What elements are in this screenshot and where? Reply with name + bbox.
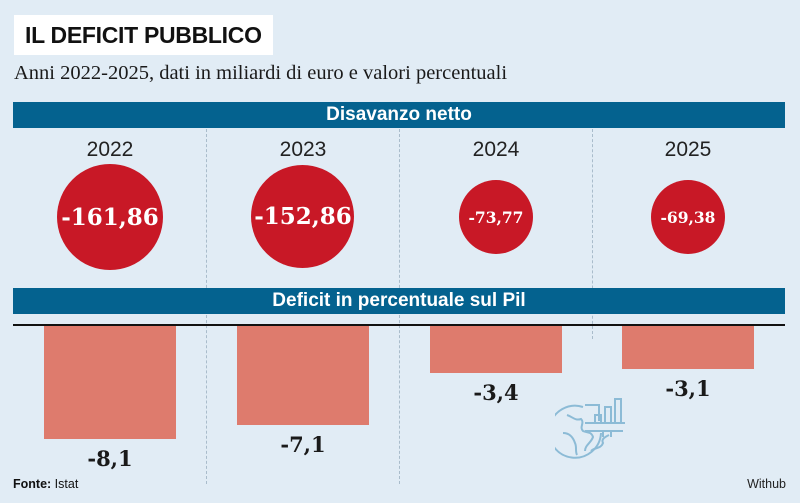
deficit-pil-bar [622,326,754,370]
source-note: Fonte: Istat [13,477,78,491]
deficit-pil-bar [237,326,369,426]
bar-value-label: -3,1 [665,376,711,402]
year-label: 2023 [279,138,327,161]
globe-chart-icon [555,398,625,459]
credit: Withub [747,477,786,491]
source-value: Istat [54,477,79,491]
deficit-bubble: -69,38 [651,180,725,254]
column-divider [592,129,593,339]
bubble-value-label: -152,86 [254,203,352,231]
title-box: IL DEFICIT PUBBLICO [14,15,273,55]
bubble-value-label: -73,77 [468,207,524,227]
deficit-pil-bar [430,326,562,374]
deficit-bubble: -73,77 [459,180,533,254]
section-banner-disavanzo: Disavanzo netto [13,102,785,128]
bar-value-label: -8,1 [87,446,133,471]
section-banner-deficit-pil: Deficit in percentuale sul Pil [13,288,785,314]
bar-value-label: -3,4 [473,380,519,406]
year-label: 2024 [472,138,520,161]
deficit-pil-bar [44,326,176,439]
deficit-bubble: -161,86 [57,164,163,270]
chart-subtitle: Anni 2022-2025, dati in miliardi di euro… [14,62,508,84]
bubble-value-label: -161,86 [61,203,159,231]
deficit-bubble: -152,86 [251,165,355,269]
year-label: 2022 [86,138,134,161]
bar-baseline [13,324,785,326]
year-label: 2025 [664,138,712,161]
bubble-value-label: -69,38 [660,207,716,227]
source-label: Fonte: [13,477,52,491]
chart-title: IL DEFICIT PUBBLICO [25,21,262,48]
bar-value-label: -7,1 [280,432,326,458]
